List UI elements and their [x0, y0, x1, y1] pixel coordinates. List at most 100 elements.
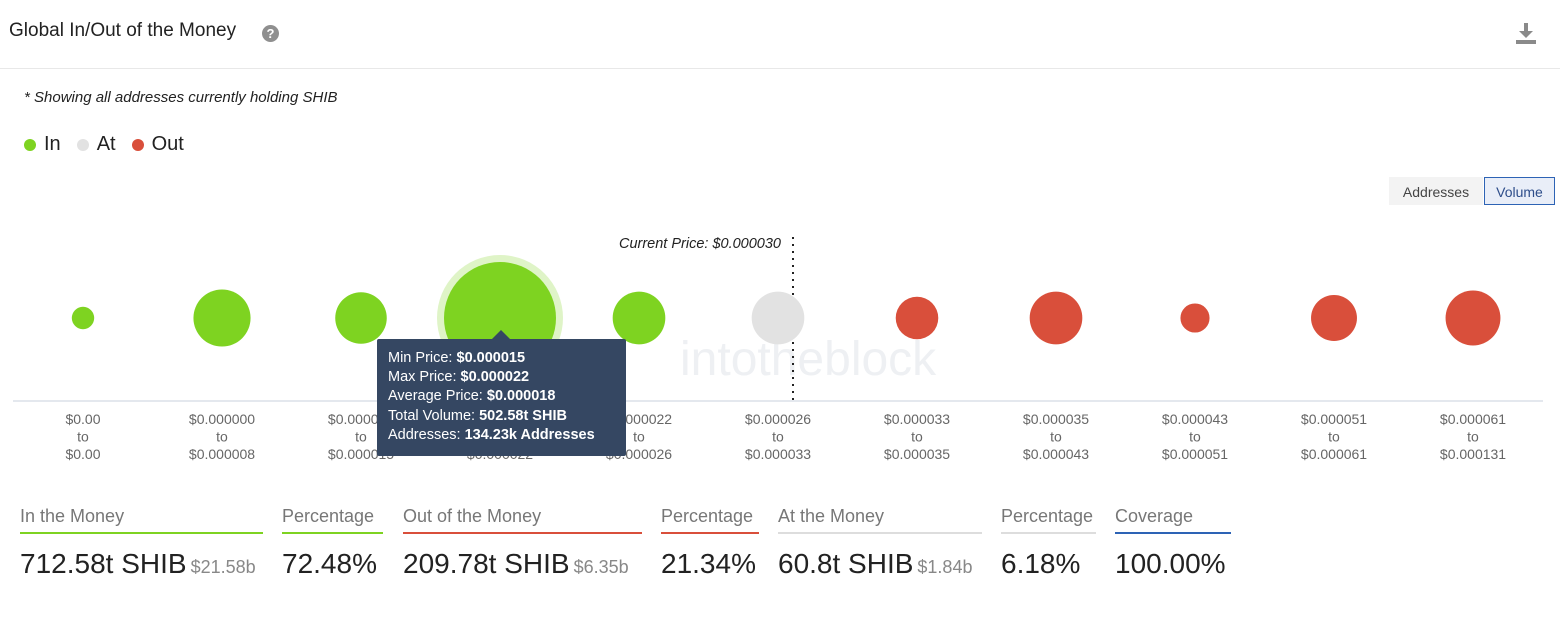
x-tick-label: to	[1328, 429, 1340, 445]
stat-main-value: 60.8t SHIB	[778, 548, 914, 579]
bubble-in-1	[193, 289, 251, 347]
stat-coverage: Coverage 100.00%	[1115, 500, 1231, 580]
stat-in-the-money: In the Money 712.58t SHIB $21.58b	[20, 500, 263, 580]
legend-item-out[interactable]: Out	[131, 133, 184, 156]
widget-title: Global In/Out of the Money	[9, 20, 237, 41]
current-price-label: Current Price: $0.000030	[619, 236, 781, 252]
tooltip-avg-price: Average Price: $0.000018	[388, 387, 626, 406]
x-tick-label: $0.000061	[1301, 446, 1367, 462]
x-tick-label: to	[633, 429, 645, 445]
stat-at-the-money: At the Money 60.8t SHIB $1.84b	[778, 500, 982, 580]
stat-usd-value: $6.35b	[573, 557, 629, 577]
stat-label: Percentage	[661, 500, 759, 534]
stat-label: Out of the Money	[403, 500, 642, 534]
stat-value: 209.78t SHIB $6.35b	[403, 548, 642, 580]
tooltip-avg-price-label: Average Price:	[388, 388, 483, 405]
bubble-chart: intotheblock Current Price: $0.000030 $0.0…	[13, 236, 1543, 462]
stat-value: 712.58t SHIB $21.58b	[20, 548, 263, 580]
stat-value: 72.48%	[282, 548, 377, 579]
holding-note: * Showing all addresses currently holdin…	[24, 89, 338, 106]
tooltip-addresses-label: Addresses:	[388, 426, 461, 443]
stat-main-value: 209.78t SHIB	[403, 548, 570, 579]
tooltip-total-volume: Total Volume: 502.58t SHIB	[388, 407, 626, 426]
stat-usd-value: $1.84b	[917, 557, 973, 577]
x-tick-label: to	[1467, 429, 1479, 445]
stat-out-of-the-money: Out of the Money 209.78t SHIB $6.35b	[403, 500, 642, 580]
legend-item-at[interactable]: At	[76, 133, 116, 156]
bubble-tooltip: Min Price: $0.000015 Max Price: $0.00002…	[377, 339, 626, 456]
x-tick-label: $0.000043	[1162, 411, 1228, 427]
x-tick-label: $0.000033	[884, 411, 950, 427]
stat-value: 100.00%	[1115, 548, 1226, 579]
legend-dot-at	[76, 138, 89, 151]
bubble-in-4	[612, 291, 666, 345]
x-tick-label: $0.000035	[1023, 411, 1089, 427]
stat-value: 6.18%	[1001, 548, 1081, 579]
question-circle-icon[interactable]: ?	[262, 25, 279, 42]
stat-label: Percentage	[282, 500, 383, 534]
x-tick-label: $0.000000	[189, 411, 255, 427]
stat-label: Percentage	[1001, 500, 1096, 534]
x-tick-label: $0.000033	[745, 446, 811, 462]
stat-usd-value: $21.58b	[190, 557, 256, 577]
stat-label: In the Money	[20, 500, 263, 534]
tooltip-avg-price-value: $0.000018	[486, 388, 556, 405]
tooltip-addresses-value: 134.23k Addresses	[464, 426, 595, 443]
bubble-out-7	[1029, 291, 1083, 345]
bubble-out-8	[1180, 303, 1210, 333]
x-tick-label: $0.000051	[1301, 411, 1367, 427]
widget-header: Global In/Out of the Money ?	[0, 0, 1560, 69]
x-tick-label: $0.000035	[884, 446, 950, 462]
stat-label: At the Money	[778, 500, 982, 534]
x-tick-label: $0.000026	[745, 411, 811, 427]
summary-stats: In the Money 712.58t SHIB $21.58b Percent…	[0, 500, 1560, 600]
stat-in-percentage: Percentage 72.48%	[282, 500, 383, 580]
tooltip-arrow	[491, 330, 511, 340]
bubble-out-10	[1445, 290, 1501, 346]
bubble-in-2	[335, 292, 387, 344]
x-tick-label: to	[1050, 429, 1062, 445]
bubble-out-9	[1311, 295, 1357, 341]
watermark-text: intotheblock	[680, 333, 937, 386]
legend-dot-in	[24, 138, 36, 151]
tooltip-max-price-value: $0.000022	[460, 369, 530, 386]
x-tick-label: to	[355, 429, 367, 445]
x-tick-label: to	[772, 429, 784, 445]
x-tick-label: $0.000008	[189, 446, 255, 462]
download-icon[interactable]	[1513, 20, 1539, 46]
x-tick-label: $0.000043	[1023, 446, 1089, 462]
legend-item-in[interactable]: In	[24, 133, 61, 156]
stat-main-value: 712.58t SHIB	[20, 548, 187, 579]
bubble-in-0	[71, 306, 95, 330]
chart-legend: In At Out	[24, 133, 200, 156]
tooltip-min-price-label: Min Price:	[388, 350, 453, 366]
x-tick-label: $0.00	[65, 446, 100, 462]
legend-label-in: In	[44, 133, 61, 155]
volume-toggle-button[interactable]: Volume	[1484, 177, 1555, 205]
stat-value: 21.34%	[661, 548, 756, 579]
x-tick-label: $0.00	[65, 411, 100, 427]
tooltip-total-volume-label: Total Volume:	[388, 407, 476, 424]
legend-dot-out	[131, 138, 144, 151]
bubble-at-5	[751, 291, 805, 345]
stat-value: 60.8t SHIB $1.84b	[778, 548, 982, 580]
x-tick-label: to	[77, 429, 89, 445]
tooltip-max-price-label: Max Price:	[388, 369, 457, 386]
x-tick-label: $0.000131	[1440, 446, 1506, 462]
legend-label-out: Out	[151, 133, 184, 155]
tooltip-addresses: Addresses: 134.23k Addresses	[388, 426, 626, 445]
bubble-out-6	[895, 296, 939, 340]
x-tick-label: to	[216, 429, 228, 445]
tooltip-max-price: Max Price: $0.000022	[388, 368, 626, 387]
stat-label: Coverage	[1115, 500, 1231, 534]
x-tick-label: $0.000051	[1162, 446, 1228, 462]
legend-label-at: At	[96, 133, 116, 155]
stat-at-percentage: Percentage 6.18%	[1001, 500, 1096, 580]
addresses-toggle-button[interactable]: Addresses	[1389, 177, 1483, 205]
tooltip-min-price: Min Price: $0.000015	[388, 349, 626, 368]
tooltip-min-price-value: $0.000015	[456, 350, 526, 366]
tooltip-total-volume-value: 502.58t SHIB	[479, 407, 567, 424]
x-tick-label: to	[911, 429, 923, 445]
x-tick-label: to	[1189, 429, 1201, 445]
stat-out-percentage: Percentage 21.34%	[661, 500, 759, 580]
